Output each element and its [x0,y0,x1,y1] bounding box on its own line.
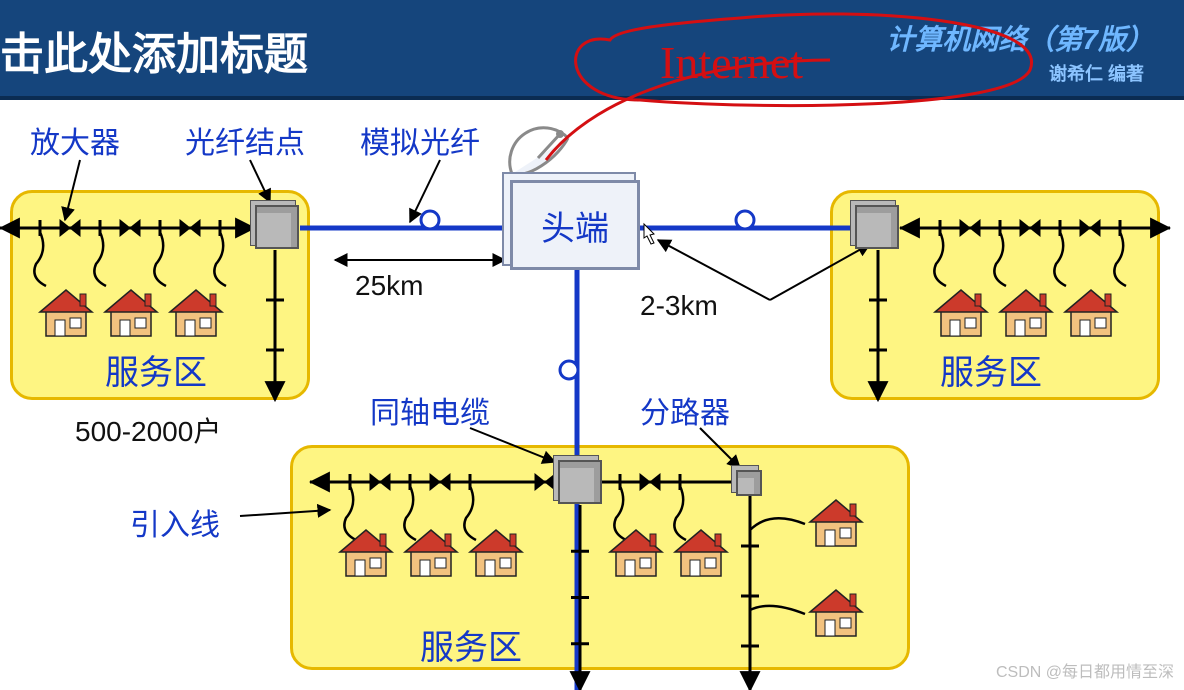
label-d23: 2-3km [640,290,718,322]
book-title: 计算机网络（第7版） [886,18,1154,58]
headend-label: 头端 [541,201,609,250]
fiber-coil-0 [421,211,439,229]
cursor-icon [644,224,654,244]
headend-box: 头端 [510,180,640,270]
label-households: 500-2000户 [75,410,221,450]
fiber-node-left [255,205,299,249]
label-zoneC: 服务区 [420,620,522,669]
book-author: 谢希仁 编著 [1049,60,1144,86]
fiber-node-bottom [558,460,602,504]
label-dropLine: 引入线 [130,500,220,544]
label-analogFiber: 模拟光纤 [360,118,480,162]
slide-header: 击此处添加标题 计算机网络（第7版）谢希仁 编著 [0,0,1184,100]
pointer-analog-fiber [410,160,440,222]
label-coax: 同轴电缆 [370,388,490,432]
label-amplifier: 放大器 [30,118,120,162]
fiber-coil-1 [736,211,754,229]
label-fiberNode: 光纤结点 [185,118,305,162]
label-zoneA: 服务区 [105,345,207,394]
label-d25: 25km [355,270,423,302]
fiber-node-right [855,205,899,249]
splitter-node [736,470,762,496]
watermark: CSDN @每日都用情至深 [996,658,1174,682]
slide-title: 击此处添加标题 [0,18,308,82]
dish-icon [510,128,568,174]
label-splitter: 分路器 [640,388,730,432]
fiber-coil-2 [560,361,578,379]
label-zoneB: 服务区 [940,345,1042,394]
